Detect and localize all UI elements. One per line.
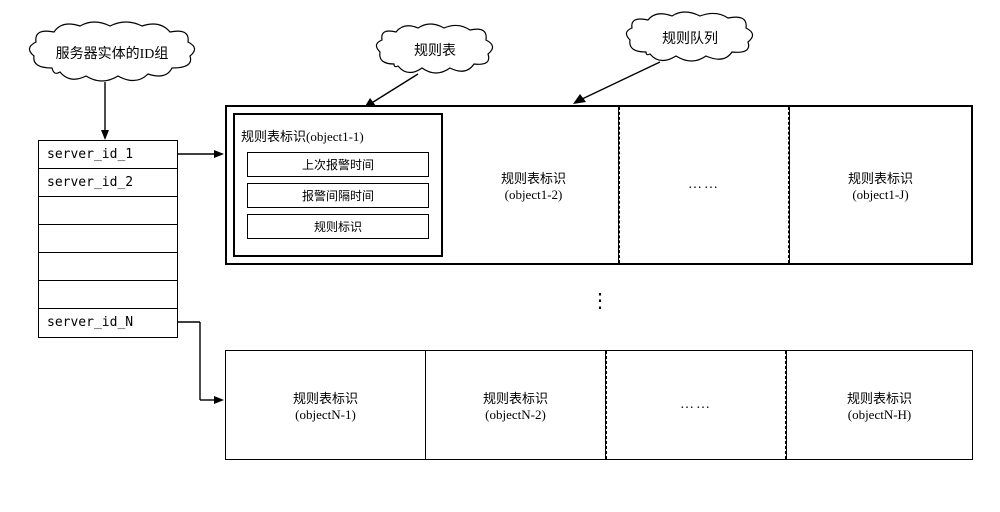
inner-rule-id: 规则标识 — [247, 214, 429, 239]
cloud-server-id-group-label: 服务器实体的ID组 — [56, 43, 169, 63]
rule-cell-N-H: 规则表标识 (objectN-H) — [786, 351, 972, 459]
server-row — [39, 281, 177, 309]
cloud-server-id-group: 服务器实体的ID组 — [22, 18, 202, 88]
cloud-rule-queue: 规则队列 — [620, 8, 760, 68]
cloud-rule-table-label: 规则表 — [414, 40, 456, 60]
rule-cell-line1: 规则表标识 — [459, 168, 608, 187]
rule-cell-line1: 规则表标识 — [436, 388, 595, 407]
rule-cell-N-2: 规则表标识 (objectN-2) — [426, 351, 606, 459]
server-row: server_id_1 — [39, 141, 177, 169]
server-row: server_id_2 — [39, 169, 177, 197]
inner-alarm-interval: 报警间隔时间 — [247, 183, 429, 208]
ellipsis: …… — [630, 177, 778, 193]
rule-cell-line2: (object1-J) — [800, 187, 961, 203]
rule-cell-line2: (objectN-2) — [436, 407, 595, 423]
rule-cell-line2: (objectN-H) — [797, 407, 962, 423]
rule-cell-1-dots: …… — [619, 107, 789, 263]
rule-queue-N: 规则表标识 (objectN-1) 规则表标识 (objectN-2) …… 规… — [225, 350, 973, 460]
vertical-ellipsis: ⋮ — [590, 288, 612, 313]
server-row: server_id_N — [39, 309, 177, 337]
rule-cell-1-1: 规则表标识(object1-1) 上次报警时间 报警间隔时间 规则标识 — [233, 113, 443, 257]
cloud-rule-queue-label: 规则队列 — [662, 28, 718, 48]
ellipsis: …… — [617, 397, 775, 413]
rule-cell-line1: 规则表标识 — [800, 168, 961, 187]
rule-cell-line2: (object1-2) — [459, 187, 608, 203]
cloud-rule-table: 规则表 — [370, 20, 500, 80]
server-row — [39, 253, 177, 281]
rule-cell-N-dots: …… — [606, 351, 786, 459]
server-row — [39, 197, 177, 225]
server-id-list: server_id_1 server_id_2 server_id_N — [38, 140, 178, 338]
server-row — [39, 225, 177, 253]
rule-cell-1-2: 规则表标识 (object1-2) — [449, 107, 619, 263]
rule-cell-line1: 规则表标识 — [797, 388, 962, 407]
rule-cell-1-J: 规则表标识 (object1-J) — [789, 107, 971, 263]
rule-cell-title: 规则表标识(object1-1) — [241, 126, 435, 145]
rule-cell-N-1: 规则表标识 (objectN-1) — [226, 351, 426, 459]
rule-queue-1: 规则表标识(object1-1) 上次报警时间 报警间隔时间 规则标识 规则表标… — [225, 105, 973, 265]
rule-cell-line1: 规则表标识 — [236, 388, 415, 407]
rule-cell-line2: (objectN-1) — [236, 407, 415, 423]
inner-last-alarm-time: 上次报警时间 — [247, 152, 429, 177]
